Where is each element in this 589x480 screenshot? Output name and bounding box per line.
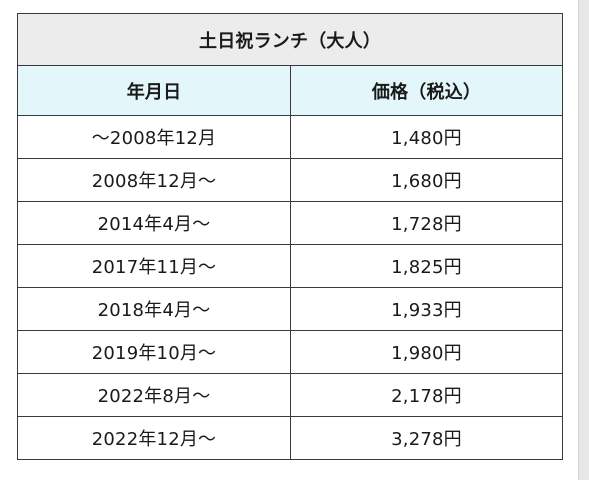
price-cell: 1,825円 (290, 244, 563, 288)
date-cell: ～2008年12月 (17, 115, 291, 159)
column-header-date: 年月日 (17, 65, 291, 116)
date-cell: 2018年4月～ (17, 287, 291, 331)
price-cell: 1,728円 (290, 201, 563, 245)
table-row: 2017年11月～ 1,825円 (17, 244, 563, 288)
page-edge (578, 0, 589, 480)
price-history-table: 土日祝ランチ（大人） 年月日 価格（税込） ～2008年12月 1,480円 2… (17, 13, 563, 460)
table-row: 2014年4月～ 1,728円 (17, 201, 563, 245)
price-cell: 2,178円 (290, 373, 563, 417)
date-cell: 2022年8月～ (17, 373, 291, 417)
price-cell: 1,933円 (290, 287, 563, 331)
column-header-price: 価格（税込） (290, 65, 563, 116)
table-header-row: 年月日 価格（税込） (17, 65, 563, 116)
table-row: 2022年12月～ 3,278円 (17, 416, 563, 460)
price-cell: 3,278円 (290, 416, 563, 460)
table-row: 2019年10月～ 1,980円 (17, 330, 563, 374)
table-row: 2018年4月～ 1,933円 (17, 287, 563, 331)
date-cell: 2008年12月～ (17, 158, 291, 202)
table-row: ～2008年12月 1,480円 (17, 115, 563, 159)
price-cell: 1,480円 (290, 115, 563, 159)
price-cell: 1,980円 (290, 330, 563, 374)
table-title: 土日祝ランチ（大人） (17, 13, 563, 66)
table-row: 2022年8月～ 2,178円 (17, 373, 563, 417)
date-cell: 2022年12月～ (17, 416, 291, 460)
price-cell: 1,680円 (290, 158, 563, 202)
date-cell: 2017年11月～ (17, 244, 291, 288)
table-title-row: 土日祝ランチ（大人） (17, 13, 563, 66)
date-cell: 2014年4月～ (17, 201, 291, 245)
date-cell: 2019年10月～ (17, 330, 291, 374)
table-row: 2008年12月～ 1,680円 (17, 158, 563, 202)
